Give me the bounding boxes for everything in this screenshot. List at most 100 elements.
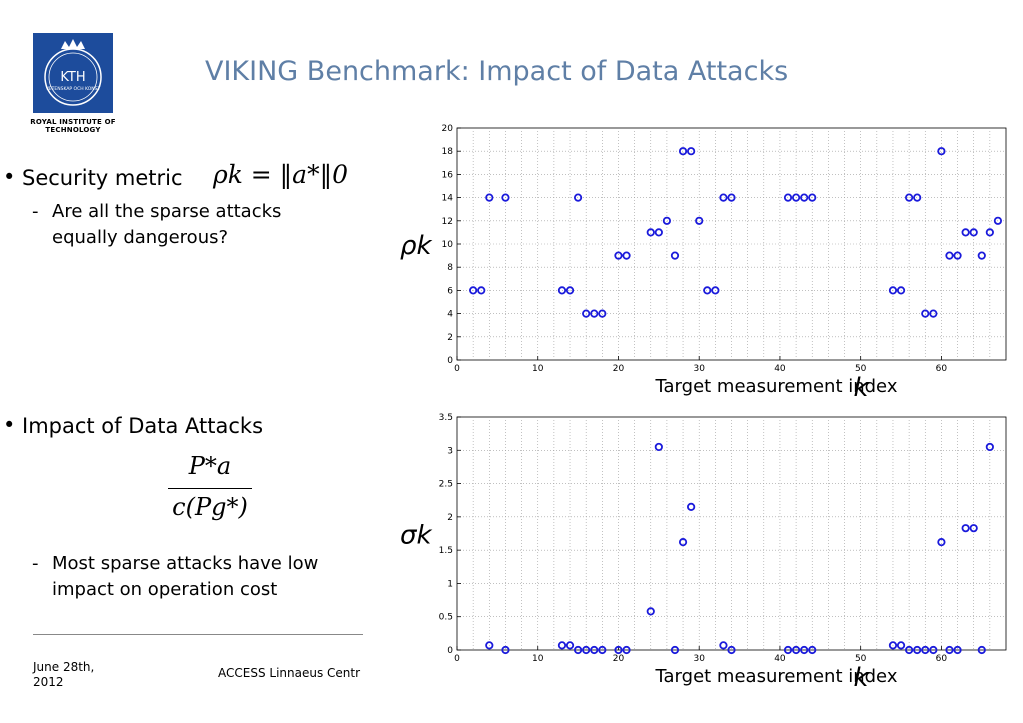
- data-point: [719, 641, 728, 650]
- y-tick-label: 4: [447, 310, 453, 320]
- data-point: [598, 645, 607, 655]
- x-axis-symbol: k: [854, 663, 870, 693]
- kth-crest-icon: KTH VETENSKAP OCH KONST: [44, 39, 102, 106]
- data-point: [590, 645, 599, 655]
- data-point: [977, 251, 986, 260]
- plot-frame: [456, 127, 1007, 361]
- data-point: [808, 645, 817, 655]
- y-tick-label: 14: [442, 194, 454, 204]
- data-point: [937, 538, 946, 547]
- data-point: [888, 641, 898, 650]
- data-point: [993, 216, 1003, 225]
- logo-wordmark: KTH: [60, 70, 85, 85]
- y-tick-label: 6: [447, 286, 453, 296]
- data-point: [582, 309, 591, 318]
- data-point: [703, 286, 712, 295]
- data-point: [565, 641, 575, 650]
- footer-date-line1: June 28th,: [33, 660, 95, 674]
- x-tick-label: 20: [613, 364, 625, 374]
- data-point: [791, 645, 801, 655]
- sub-text-2a: Most sparse attacks have low: [52, 553, 319, 574]
- data-point: [783, 645, 793, 655]
- data-point: [929, 309, 938, 318]
- footer-center-text: ACCESS Linnaeus Centr: [218, 666, 361, 680]
- x-tick-label: 40: [774, 654, 786, 664]
- sub-text-2b: impact on operation cost: [52, 579, 278, 600]
- bullet-marker-1: •: [3, 165, 16, 189]
- x-tick-label: 50: [855, 654, 867, 664]
- data-point: [582, 645, 591, 655]
- data-point: [808, 193, 817, 202]
- data-point: [921, 645, 930, 655]
- data-point: [969, 228, 978, 237]
- data-point: [977, 645, 986, 655]
- data-point: [646, 228, 655, 237]
- data-point: [485, 193, 494, 202]
- data-point: [913, 645, 922, 655]
- y-tick-label: 2: [447, 333, 453, 343]
- data-point: [654, 442, 663, 452]
- data-point: [961, 524, 970, 533]
- footer-divider: [33, 634, 363, 635]
- plot-frame: [456, 416, 1007, 651]
- data-point: [614, 645, 623, 655]
- footer-date-line2: 2012: [33, 675, 64, 689]
- data-point: [711, 286, 720, 295]
- data-point: [719, 193, 728, 202]
- data-point: [501, 645, 510, 655]
- data-point: [985, 442, 994, 452]
- x-tick-label: 0: [454, 654, 460, 664]
- data-point: [646, 607, 655, 616]
- y-axis-label: ρk: [400, 231, 433, 261]
- data-point: [590, 309, 599, 318]
- data-point: [574, 193, 583, 202]
- data-point: [670, 645, 680, 655]
- data-point: [783, 193, 793, 202]
- data-point: [985, 228, 994, 237]
- chart-sigma: 0 10 20 30 40 50 60 0 0.5 1 1.5 2 2.5 3 3.5 σk Target me…: [400, 413, 1007, 693]
- footer-date: June 28th, 2012: [33, 660, 123, 690]
- data-point: [905, 645, 914, 655]
- data-point: [913, 193, 922, 202]
- data-point: [888, 286, 898, 295]
- y-axis-label: σk: [400, 521, 432, 551]
- y-tick-label: 12: [442, 217, 453, 227]
- y-tick-label: 10: [442, 240, 454, 250]
- kth-logo: KTH VETENSKAP OCH KONST: [33, 33, 113, 113]
- data-point: [622, 251, 631, 260]
- data-point: [896, 286, 906, 295]
- y-tick-label: 0: [447, 646, 453, 656]
- data-point: [921, 309, 930, 318]
- x-tick-label: 10: [532, 364, 544, 374]
- page-title: VIKING Benchmark: Impact of Data Attacks: [205, 56, 789, 87]
- y-tick-label: 20: [442, 124, 454, 134]
- data-point: [727, 193, 736, 202]
- y-tick-label: 3: [447, 446, 453, 456]
- y-tick-label: 2: [447, 513, 453, 523]
- bullet-security-metric: Security metric: [22, 166, 183, 190]
- data-point: [477, 286, 486, 295]
- data-point: [565, 286, 575, 295]
- data-point: [961, 228, 970, 237]
- formula-security-metric: ρk = ‖a*‖0: [213, 160, 348, 189]
- x-axis-label: Target measurement index: [655, 376, 898, 397]
- bullet-marker-2: •: [3, 413, 16, 437]
- y-tick-label: 1.5: [439, 546, 453, 556]
- y-tick-label: 16: [442, 170, 454, 180]
- data-point: [953, 251, 962, 260]
- data-point: [727, 645, 736, 655]
- bullet-impact: Impact of Data Attacks: [22, 414, 264, 438]
- x-tick-label: 30: [693, 364, 705, 374]
- data-point: [905, 193, 914, 202]
- data-point: [929, 645, 938, 655]
- data-point: [557, 286, 567, 295]
- sub-text-1b: equally dangerous?: [52, 227, 229, 248]
- data-point: [598, 309, 607, 318]
- y-tick-label: 0: [447, 356, 453, 366]
- data-point: [695, 216, 704, 225]
- x-axis-label: Target measurement index: [655, 666, 898, 687]
- data-point: [469, 286, 478, 295]
- data-point: [662, 216, 672, 225]
- data-point: [937, 147, 946, 156]
- data-point: [945, 645, 954, 655]
